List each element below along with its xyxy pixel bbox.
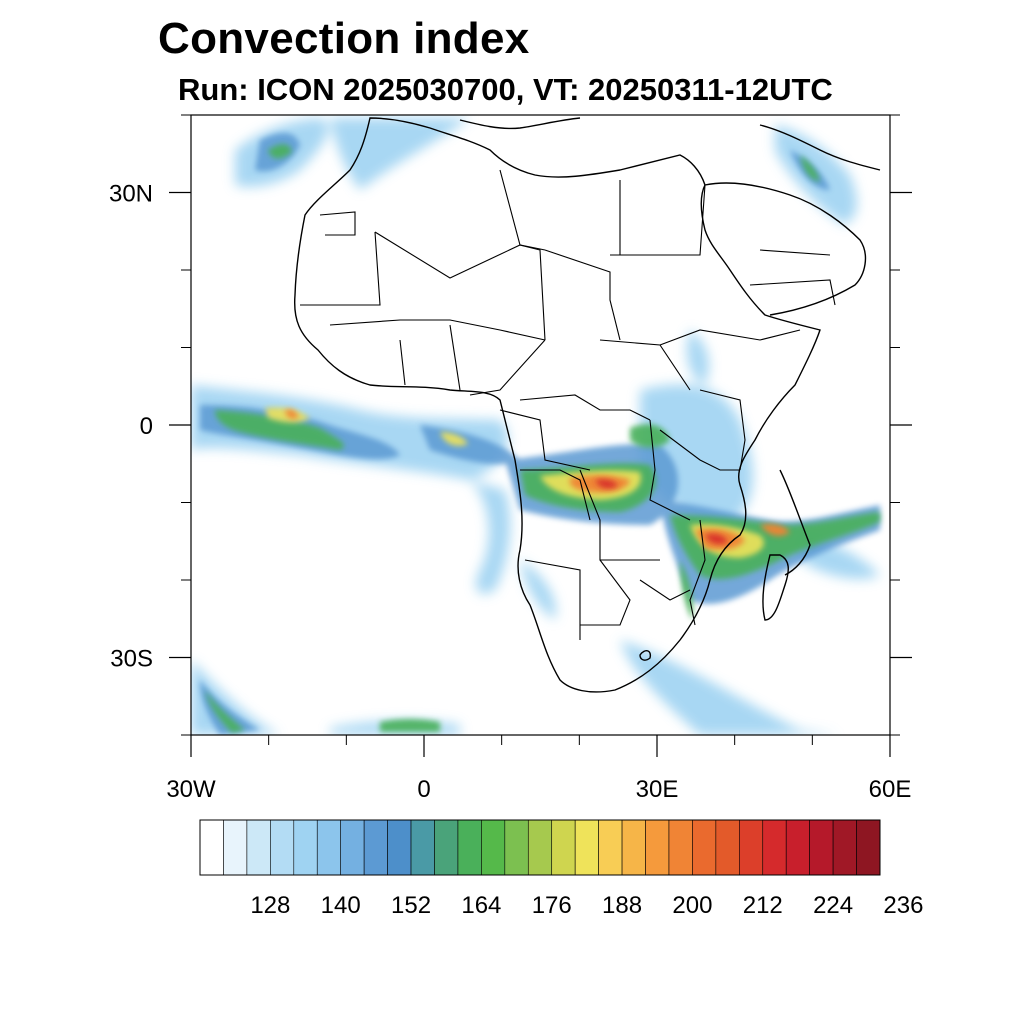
colorbar-tick-label: 164: [461, 892, 501, 919]
chart-subtitle: Run: ICON 2025030700, VT: 20250311-12UTC: [178, 72, 833, 107]
lon-tick-label: 30W: [166, 776, 216, 803]
colorbar-swatch: [340, 819, 365, 876]
coastlines: [293, 117, 881, 693]
colorbar-frame: [199, 819, 881, 876]
lat-tick-label: 30N: [109, 181, 153, 208]
colorbar-tick-label: 140: [321, 892, 361, 919]
colorbar-swatch: [574, 819, 599, 876]
colorbar-swatch: [527, 819, 553, 876]
colorbar-swatch: [551, 819, 576, 876]
colorbar-swatch: [832, 819, 857, 876]
colorbar-swatch: [856, 819, 881, 876]
lon-tick-label: 30E: [636, 776, 679, 803]
convection-field: [191, 118, 880, 735]
colorbar-swatch: [199, 819, 224, 876]
colorbar-swatch: [692, 819, 717, 876]
colorbar-swatch: [598, 819, 623, 876]
colorbar-swatch: [645, 819, 670, 876]
colorbar-swatch: [246, 819, 271, 876]
colorbar-swatch: [762, 819, 787, 876]
colorbar-swatch: [481, 819, 506, 876]
chart-title: Convection index: [158, 14, 530, 63]
lat-tick-label: 0: [140, 413, 153, 440]
colorbar-swatch: [270, 819, 295, 876]
colorbar-tick-label: 188: [602, 892, 642, 919]
colorbar-tick-label: 128: [250, 892, 290, 919]
colorbar-tick-label: 200: [672, 892, 712, 919]
colorbar-swatch: [809, 819, 834, 876]
colorbar-swatch: [739, 819, 764, 876]
colorbar-tick-label: 212: [743, 892, 783, 919]
colorbar-tick-label: 176: [532, 892, 572, 919]
colorbar-swatch: [621, 819, 646, 876]
colorbar-swatch: [363, 819, 388, 876]
colorbar-swatch: [715, 819, 740, 876]
colorbar-tick-label: 224: [813, 892, 853, 919]
colorbar: 128 140 152 164 176 188 200 212 224 236: [199, 819, 923, 919]
colorbar-tick-label: 152: [391, 892, 431, 919]
colorbar-swatch: [457, 819, 482, 876]
lon-tick-label: 60E: [869, 776, 912, 803]
country-borders: [300, 169, 836, 640]
colorbar-tick-label: 236: [883, 892, 923, 919]
colorbar-swatch: [668, 819, 693, 876]
lon-tick-label: 0: [417, 776, 430, 803]
colorbar-swatch: [293, 819, 318, 876]
lat-tick-label: 30S: [110, 646, 153, 673]
colorbar-swatch: [434, 819, 459, 876]
colorbar-swatch: [504, 819, 529, 876]
colorbar-swatch: [223, 819, 248, 876]
colorbar-swatch: [316, 819, 341, 876]
colorbar-swatch: [785, 819, 810, 876]
map-axes: 30W 0 30E 60E 30N 0 30S: [109, 114, 912, 803]
colorbar-swatch: [410, 819, 435, 876]
colorbar-swatch: [387, 819, 412, 876]
